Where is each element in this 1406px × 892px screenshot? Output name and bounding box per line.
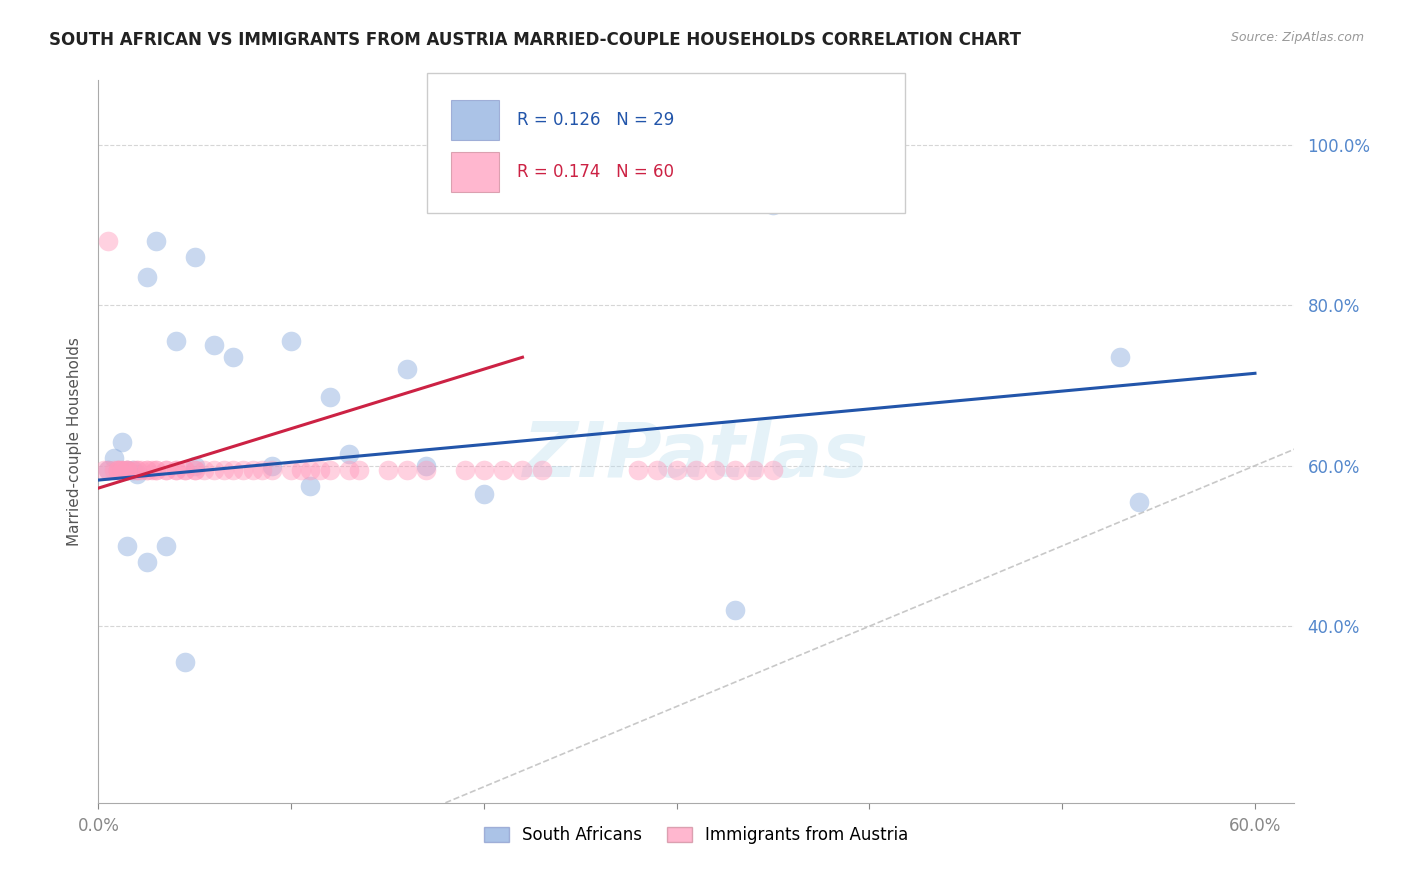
Point xyxy=(530,463,553,477)
Point xyxy=(129,463,152,477)
Point xyxy=(260,463,283,477)
Y-axis label: Married-couple Households: Married-couple Households xyxy=(66,337,82,546)
Point xyxy=(117,463,139,477)
Point xyxy=(155,463,177,477)
Point xyxy=(202,463,225,477)
Point xyxy=(472,487,495,501)
Point xyxy=(299,479,322,493)
Point xyxy=(742,463,765,477)
Point xyxy=(97,234,120,248)
Point xyxy=(184,458,207,473)
Point xyxy=(665,463,688,477)
Point xyxy=(319,391,342,405)
Point xyxy=(93,463,115,477)
Point xyxy=(135,463,157,477)
Point xyxy=(762,197,785,211)
Point xyxy=(135,269,157,284)
Point xyxy=(1109,350,1132,364)
Point xyxy=(174,463,197,477)
Point xyxy=(184,250,207,264)
Point xyxy=(647,463,669,477)
Point xyxy=(117,463,139,477)
Point xyxy=(145,234,167,248)
Point xyxy=(125,463,148,477)
Point xyxy=(174,655,197,669)
Point xyxy=(280,334,302,349)
Point xyxy=(193,463,215,477)
Text: R = 0.174   N = 60: R = 0.174 N = 60 xyxy=(517,163,673,181)
Point xyxy=(141,463,163,477)
Point xyxy=(242,463,264,477)
Point xyxy=(260,458,283,473)
Point xyxy=(395,463,418,477)
Point xyxy=(135,555,157,569)
Point xyxy=(184,463,207,477)
Point xyxy=(290,463,312,477)
Point xyxy=(377,463,399,477)
Point xyxy=(704,463,727,477)
Point xyxy=(165,463,187,477)
FancyBboxPatch shape xyxy=(427,73,905,213)
Point xyxy=(252,463,274,477)
Point xyxy=(222,463,245,477)
Point xyxy=(117,463,139,477)
Point xyxy=(492,463,515,477)
Point xyxy=(117,463,139,477)
Point xyxy=(415,458,437,473)
Point xyxy=(723,603,745,617)
Point xyxy=(627,463,650,477)
Point xyxy=(107,463,129,477)
Point xyxy=(97,463,120,477)
Point xyxy=(110,463,132,477)
Point xyxy=(110,434,132,449)
Point xyxy=(1128,494,1150,508)
Point xyxy=(184,463,207,477)
Point xyxy=(122,463,145,477)
Point xyxy=(299,463,322,477)
Point xyxy=(165,463,187,477)
Point xyxy=(125,467,148,481)
Text: ZIPatlas: ZIPatlas xyxy=(523,419,869,493)
Point xyxy=(280,463,302,477)
Point xyxy=(212,463,235,477)
Point xyxy=(103,463,125,477)
Point xyxy=(110,463,132,477)
FancyBboxPatch shape xyxy=(451,152,499,192)
Point xyxy=(347,463,370,477)
Point xyxy=(135,463,157,477)
Legend: South Africans, Immigrants from Austria: South Africans, Immigrants from Austria xyxy=(475,818,917,852)
Point xyxy=(232,463,254,477)
Point xyxy=(395,362,418,376)
FancyBboxPatch shape xyxy=(451,100,499,139)
Point xyxy=(103,450,125,465)
Point xyxy=(122,463,145,477)
Point xyxy=(202,338,225,352)
Point xyxy=(107,463,129,477)
Point xyxy=(174,463,197,477)
Point xyxy=(97,463,120,477)
Point xyxy=(337,447,360,461)
Point xyxy=(319,463,342,477)
Point xyxy=(415,463,437,477)
Point xyxy=(155,463,177,477)
Point xyxy=(165,334,187,349)
Point xyxy=(125,463,148,477)
Point xyxy=(472,463,495,477)
Text: R = 0.126   N = 29: R = 0.126 N = 29 xyxy=(517,111,673,129)
Point xyxy=(145,463,167,477)
Text: SOUTH AFRICAN VS IMMIGRANTS FROM AUSTRIA MARRIED-COUPLE HOUSEHOLDS CORRELATION C: SOUTH AFRICAN VS IMMIGRANTS FROM AUSTRIA… xyxy=(49,31,1021,49)
Point xyxy=(117,539,139,553)
Point xyxy=(723,463,745,477)
Point xyxy=(337,463,360,477)
Point xyxy=(685,463,707,477)
Point xyxy=(155,539,177,553)
Text: Source: ZipAtlas.com: Source: ZipAtlas.com xyxy=(1230,31,1364,45)
Point xyxy=(453,463,475,477)
Point xyxy=(222,350,245,364)
Point xyxy=(107,463,129,477)
Point xyxy=(145,463,167,477)
Point xyxy=(309,463,332,477)
Point xyxy=(512,463,534,477)
Point xyxy=(762,463,785,477)
